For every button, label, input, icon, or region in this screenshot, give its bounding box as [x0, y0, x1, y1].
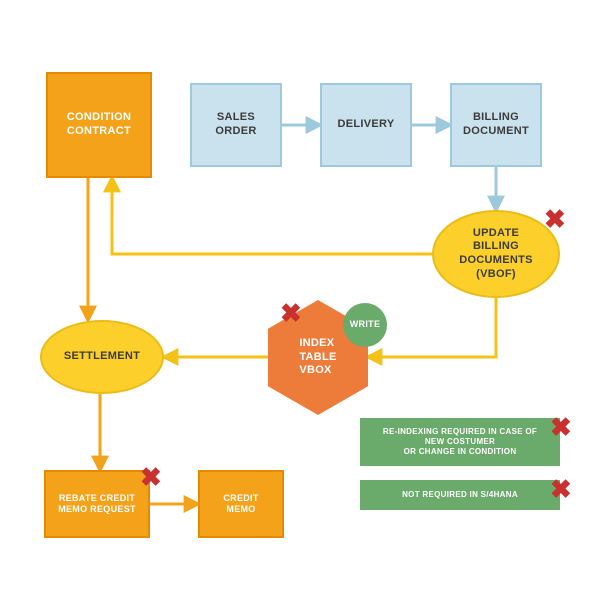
sales-order: SALES ORDER [190, 83, 282, 167]
settlement-label: SETTLEMENT [64, 350, 140, 364]
edge [368, 298, 496, 357]
red-x-icon: ✖ [544, 204, 566, 235]
sales-order-label: SALES ORDER [215, 111, 256, 139]
note-reindex: RE-INDEXING REQUIRED IN CASE OF NEW COST… [360, 418, 560, 466]
delivery-label: DELIVERY [337, 118, 394, 132]
credit-memo: CREDIT MEMO [198, 470, 284, 538]
note-s4hana-label: NOT REQUIRED IN S/4HANA [402, 490, 518, 500]
red-x-icon: ✖ [550, 474, 572, 505]
note-s4hana: NOT REQUIRED IN S/4HANA [360, 480, 560, 510]
billing-document: BILLING DOCUMENT [450, 83, 542, 167]
write-badge-label: WRITE [350, 319, 381, 330]
credit-memo-label: CREDIT MEMO [223, 493, 258, 516]
update-billing: UPDATE BILLING DOCUMENTS (VBOF) [432, 210, 560, 298]
note-reindex-label: RE-INDEXING REQUIRED IN CASE OF NEW COST… [383, 427, 537, 457]
settlement: SETTLEMENT [40, 320, 164, 394]
red-x-icon: ✖ [550, 412, 572, 443]
red-x-icon: ✖ [140, 462, 162, 493]
rebate-request: REBATE CREDIT MEMO REQUEST [44, 470, 150, 538]
write-badge: WRITE [343, 303, 387, 347]
rebate-request-label: REBATE CREDIT MEMO REQUEST [58, 493, 136, 516]
delivery: DELIVERY [320, 83, 412, 167]
edge [112, 178, 432, 254]
billing-document-label: BILLING DOCUMENT [463, 111, 529, 139]
update-billing-label: UPDATE BILLING DOCUMENTS (VBOF) [459, 227, 533, 282]
condition-contract-label: CONDITION CONTRACT [67, 111, 131, 139]
red-x-icon: ✖ [280, 298, 302, 329]
condition-contract: CONDITION CONTRACT [46, 72, 152, 178]
